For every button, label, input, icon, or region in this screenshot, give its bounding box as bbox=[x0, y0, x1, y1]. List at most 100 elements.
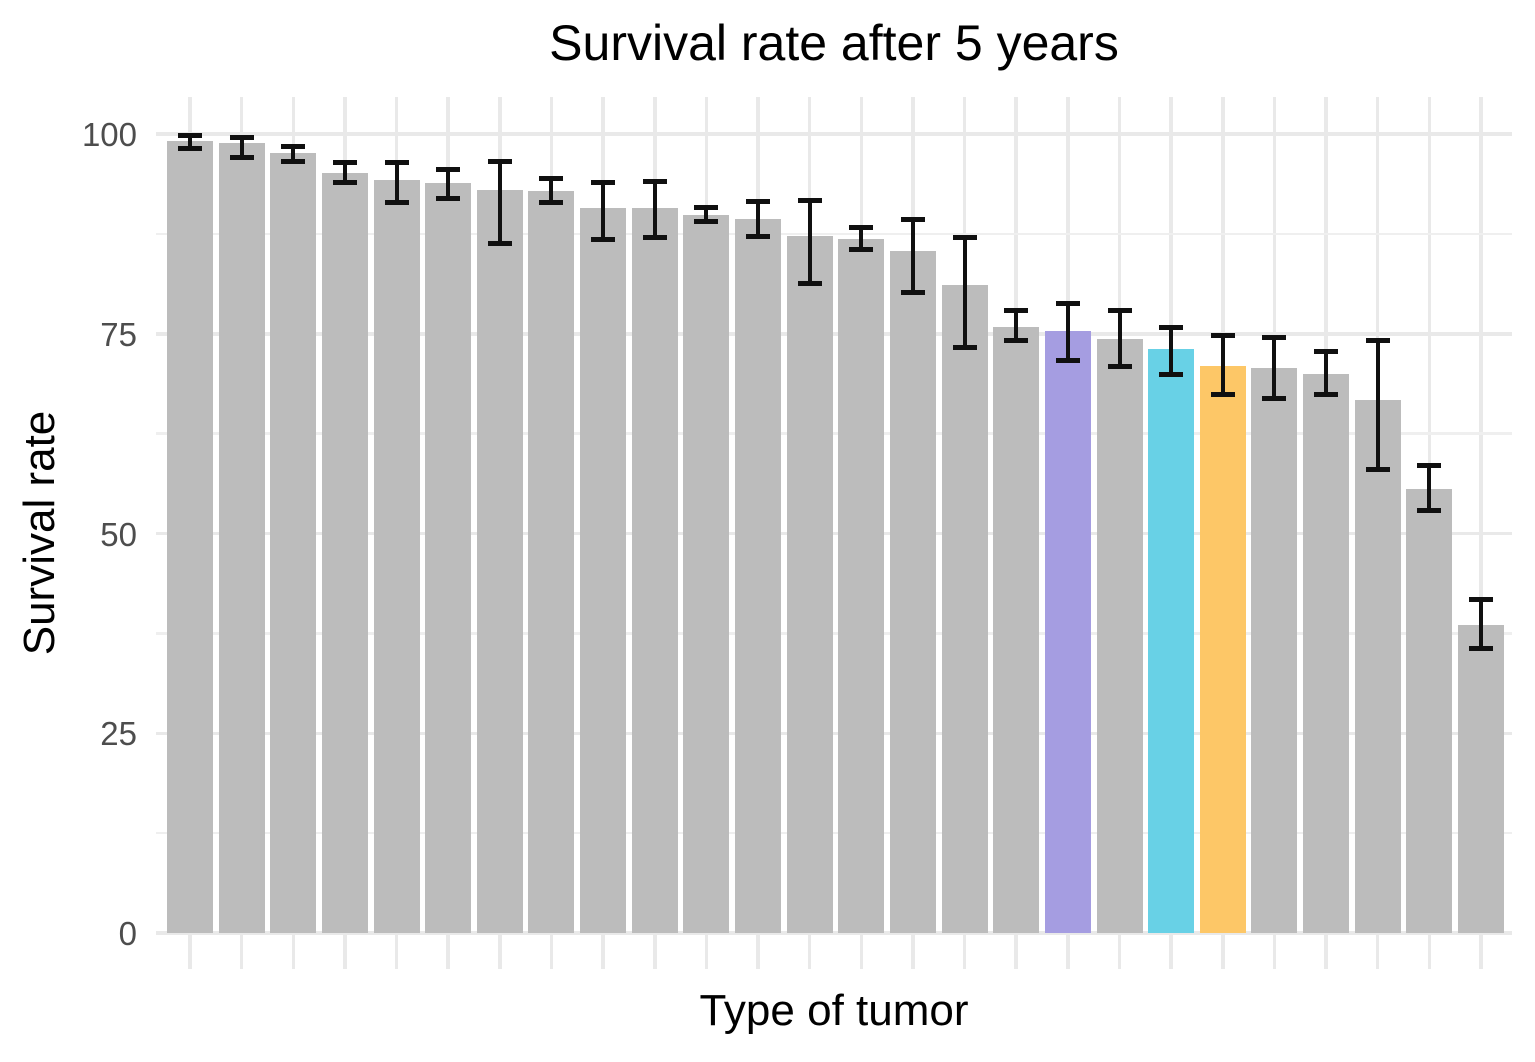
errorbar-cap-bottom-2 bbox=[229, 155, 254, 161]
errorbar-cap-top-13 bbox=[797, 197, 822, 203]
errorbar-stem-4 bbox=[342, 162, 347, 183]
errorbar-cap-top-17 bbox=[1004, 308, 1029, 314]
errorbar-cap-bottom-26 bbox=[1469, 646, 1493, 652]
errorbar-cap-top-3 bbox=[281, 144, 306, 150]
errorbar-cap-bottom-16 bbox=[952, 344, 977, 350]
bar-22 bbox=[1251, 368, 1298, 933]
bar-21 bbox=[1199, 365, 1246, 933]
errorbar-stem-16 bbox=[962, 237, 967, 348]
errorbar-cap-top-19 bbox=[1107, 308, 1132, 314]
bar-16 bbox=[941, 285, 988, 933]
bar-2 bbox=[218, 142, 265, 933]
bar-20 bbox=[1148, 348, 1195, 933]
errorbar-cap-top-7 bbox=[487, 158, 512, 164]
errorbar-stem-21 bbox=[1220, 335, 1225, 395]
horizontal-minor-gridline bbox=[156, 831, 1512, 835]
bar-12 bbox=[735, 219, 782, 933]
bar-13 bbox=[786, 236, 833, 933]
errorbar-cap-top-10 bbox=[642, 179, 667, 185]
errorbar-cap-top-1 bbox=[178, 133, 202, 139]
bar-5 bbox=[373, 180, 420, 933]
errorbar-cap-top-11 bbox=[694, 205, 719, 210]
errorbar-cap-bottom-23 bbox=[1314, 391, 1339, 397]
errorbar-cap-top-8 bbox=[539, 176, 564, 182]
bar-19 bbox=[1096, 338, 1143, 933]
errorbar-cap-bottom-6 bbox=[436, 196, 461, 202]
errorbar-stem-11 bbox=[704, 207, 709, 222]
bar-3 bbox=[270, 153, 317, 933]
errorbar-cap-top-12 bbox=[746, 199, 771, 205]
errorbar-stem-25 bbox=[1427, 465, 1432, 511]
bar-10 bbox=[631, 208, 678, 933]
errorbar-stem-9 bbox=[601, 182, 606, 240]
errorbar-cap-bottom-22 bbox=[1262, 395, 1287, 401]
errorbar-stem-1 bbox=[188, 135, 192, 149]
bar-25 bbox=[1406, 488, 1453, 933]
errorbar-cap-bottom-24 bbox=[1365, 467, 1390, 473]
errorbar-cap-top-23 bbox=[1314, 348, 1339, 354]
y-tick-label-0: 0 bbox=[118, 915, 137, 952]
errorbar-cap-bottom-19 bbox=[1107, 364, 1132, 369]
errorbar-cap-top-6 bbox=[436, 166, 461, 172]
errorbar-stem-20 bbox=[1169, 327, 1174, 375]
errorbar-stem-6 bbox=[446, 169, 451, 199]
errorbar-cap-bottom-7 bbox=[487, 240, 512, 246]
bar-23 bbox=[1303, 373, 1350, 933]
errorbar-stem-17 bbox=[1014, 310, 1019, 341]
errorbar-stem-19 bbox=[1117, 310, 1122, 367]
errorbar-cap-bottom-20 bbox=[1159, 371, 1184, 377]
horizontal-major-gridline bbox=[156, 931, 1512, 935]
errorbar-cap-top-5 bbox=[384, 160, 409, 166]
errorbar-stem-14 bbox=[859, 227, 864, 250]
errorbar-cap-bottom-12 bbox=[746, 233, 771, 239]
y-tick-label-75: 75 bbox=[100, 315, 137, 353]
errorbar-cap-top-9 bbox=[591, 180, 616, 186]
errorbar-cap-bottom-14 bbox=[849, 247, 874, 253]
errorbar-cap-top-24 bbox=[1365, 337, 1390, 343]
errorbar-cap-bottom-13 bbox=[797, 280, 822, 286]
errorbar-stem-13 bbox=[807, 200, 812, 284]
chart-title: Survival rate after 5 years bbox=[549, 15, 1119, 71]
bar-4 bbox=[321, 173, 368, 933]
y-tick-label-50: 50 bbox=[100, 515, 137, 553]
horizontal-major-gridline bbox=[156, 731, 1512, 735]
bar-1 bbox=[167, 141, 213, 933]
errorbar-stem-5 bbox=[394, 162, 399, 203]
bar-26 bbox=[1458, 624, 1504, 933]
x-axis-title: Type of tumor bbox=[699, 986, 969, 1035]
horizontal-major-gridline bbox=[156, 332, 1512, 336]
bar-11 bbox=[683, 215, 730, 933]
errorbar-cap-top-25 bbox=[1417, 463, 1442, 469]
horizontal-minor-gridline bbox=[156, 232, 1512, 236]
errorbar-stem-12 bbox=[756, 201, 761, 237]
errorbar-cap-top-18 bbox=[1055, 300, 1080, 306]
errorbar-stem-18 bbox=[1065, 303, 1070, 361]
errorbar-cap-bottom-17 bbox=[1004, 337, 1029, 343]
bar-24 bbox=[1354, 400, 1401, 933]
errorbar-cap-bottom-21 bbox=[1210, 391, 1235, 397]
y-tick-label-100: 100 bbox=[81, 116, 137, 153]
errorbar-stem-23 bbox=[1324, 351, 1329, 395]
errorbar-stem-24 bbox=[1375, 340, 1380, 470]
horizontal-major-gridline bbox=[156, 132, 1512, 136]
errorbar-cap-bottom-18 bbox=[1055, 357, 1080, 363]
errorbar-stem-2 bbox=[239, 137, 244, 158]
errorbar-cap-top-22 bbox=[1262, 335, 1287, 341]
errorbar-stem-10 bbox=[652, 181, 657, 238]
bar-18 bbox=[1044, 331, 1091, 933]
errorbar-stem-26 bbox=[1479, 599, 1483, 649]
bar-8 bbox=[528, 190, 575, 933]
errorbar-cap-top-15 bbox=[900, 216, 925, 222]
errorbar-cap-bottom-5 bbox=[384, 200, 409, 206]
errorbar-cap-top-16 bbox=[952, 235, 977, 241]
errorbar-stem-22 bbox=[1272, 337, 1277, 399]
horizontal-minor-gridline bbox=[156, 432, 1512, 435]
errorbar-stem-8 bbox=[549, 178, 554, 203]
bar-6 bbox=[425, 182, 472, 933]
errorbar-cap-bottom-10 bbox=[642, 235, 667, 241]
bar-14 bbox=[838, 239, 885, 933]
horizontal-major-gridline bbox=[156, 531, 1512, 536]
errorbar-cap-bottom-11 bbox=[694, 218, 719, 224]
bar-9 bbox=[580, 208, 627, 933]
